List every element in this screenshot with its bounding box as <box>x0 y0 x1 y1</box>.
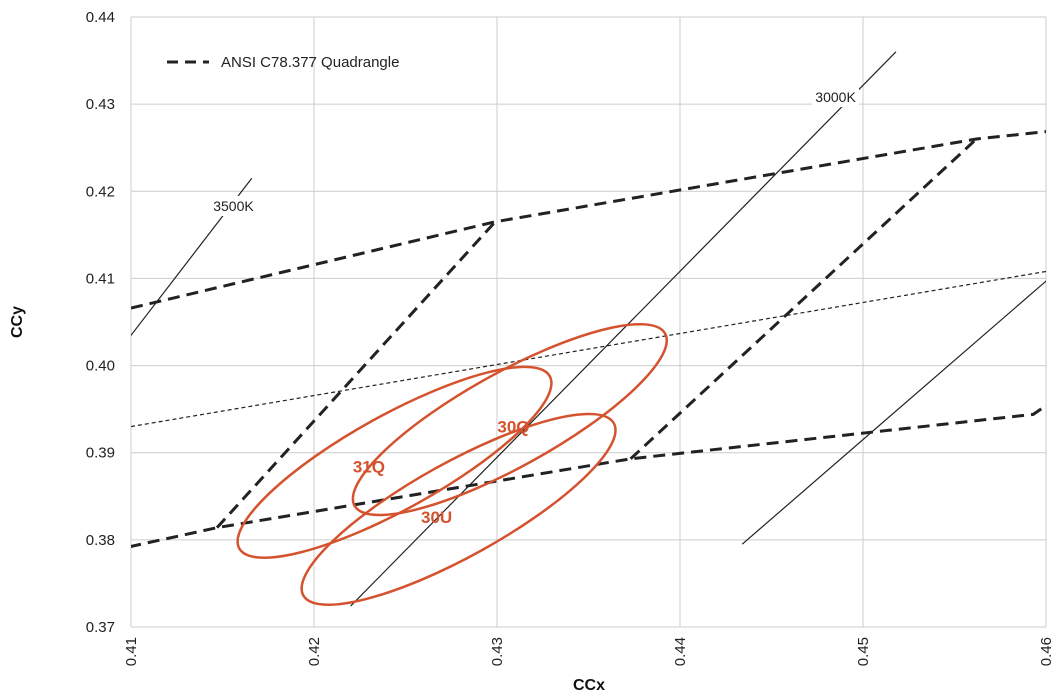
region-ellipse <box>300 412 617 607</box>
grid <box>130 16 1047 628</box>
y-axis-title: CCy <box>9 306 26 338</box>
region-label: 30Q <box>497 418 529 437</box>
quadrangle-line <box>131 130 1046 310</box>
region-ellipse <box>236 365 553 559</box>
cct-label-background <box>812 87 860 108</box>
x-tick-label: 0.42 <box>306 637 323 666</box>
chart-labels: 3500K 3000K 31Q 30Q 30U <box>209 87 860 527</box>
y-tick-label: 0.39 <box>86 445 115 462</box>
y-tick-label: 0.41 <box>86 270 115 287</box>
quadrangle-line <box>215 220 497 529</box>
axis-ticks: 0.37 0.38 0.39 0.40 0.41 0.42 0.43 0.44 0.41 0.42… <box>86 9 1055 666</box>
cct-line <box>741 280 1046 545</box>
cct-label: 3500K <box>213 198 254 214</box>
region-ellipse <box>351 322 668 517</box>
x-tick-label: 0.44 <box>672 637 689 666</box>
y-tick-label: 0.40 <box>86 358 115 375</box>
cct-line <box>350 51 897 607</box>
region-label: 31Q <box>353 458 385 477</box>
cct-label: 3000K <box>815 89 856 105</box>
y-tick-label: 0.44 <box>86 9 115 26</box>
y-tick-label: 0.42 <box>86 183 115 200</box>
blackbody-locus-line <box>131 270 1046 428</box>
x-tick-label: 0.45 <box>855 637 872 666</box>
legend-label: ANSI C78.377 Quadrangle <box>221 54 399 71</box>
region-label: 30U <box>421 508 452 527</box>
y-tick-label: 0.43 <box>86 96 115 113</box>
y-tick-label: 0.38 <box>86 532 115 549</box>
x-axis-title: CCx <box>573 677 605 694</box>
quadrangle-line <box>629 137 978 460</box>
x-tick-label: 0.43 <box>489 637 506 666</box>
plot-area <box>131 51 1046 607</box>
x-tick-label: 0.46 <box>1038 637 1055 666</box>
quadrangle-line <box>131 403 1046 548</box>
cct-label-background <box>209 195 257 216</box>
legend: ANSI C78.377 Quadrangle <box>167 54 399 71</box>
y-tick-label: 0.37 <box>86 619 115 636</box>
x-tick-label: 0.41 <box>123 637 140 666</box>
